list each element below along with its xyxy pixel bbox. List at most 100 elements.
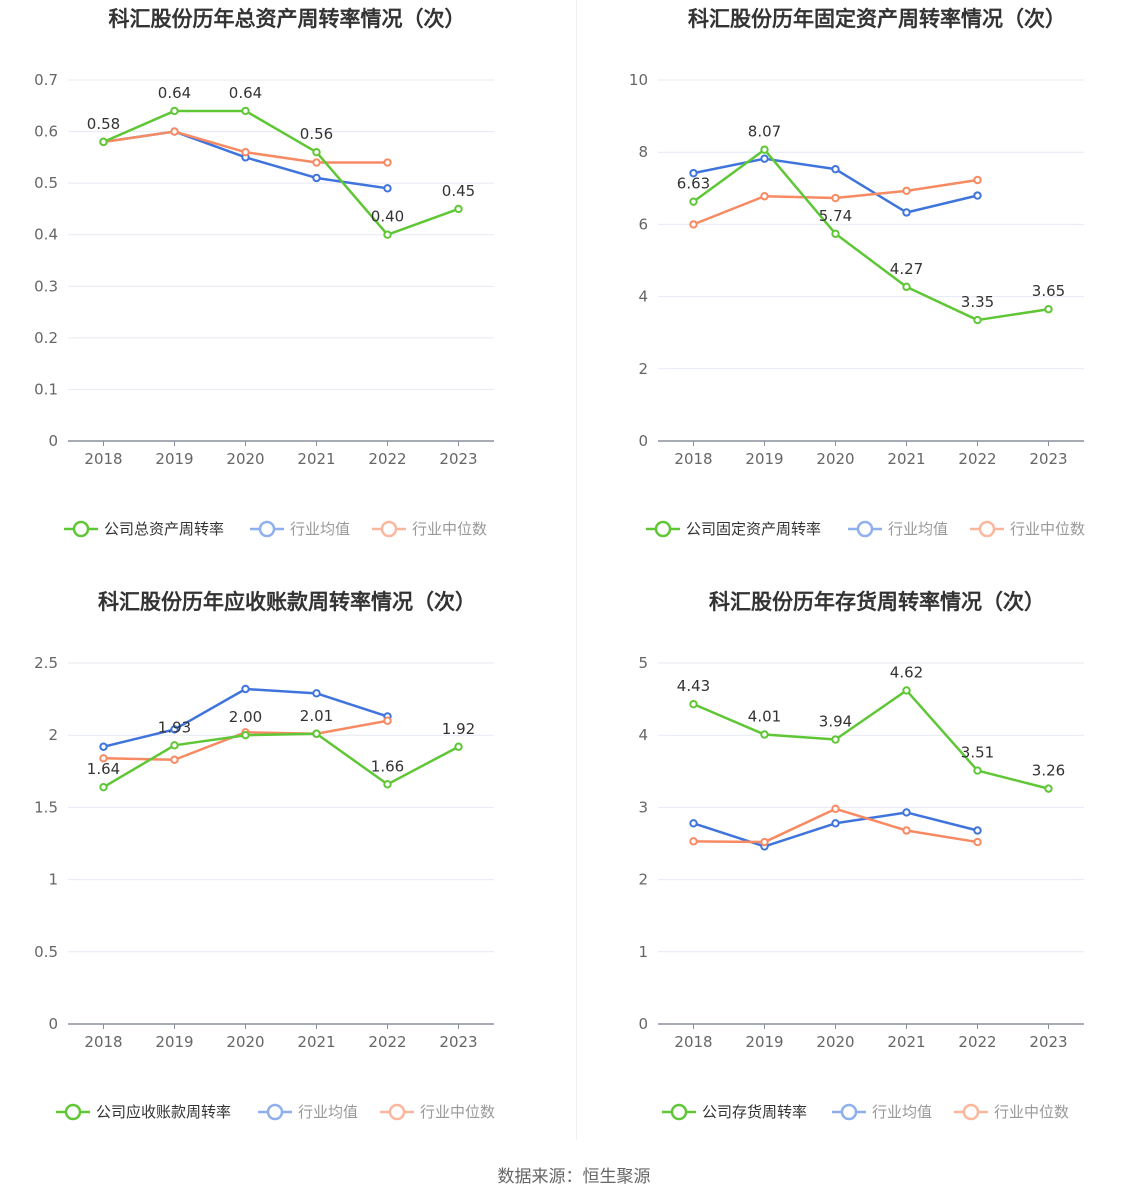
data-label: 3.51 <box>961 744 994 762</box>
chart-panel-inventory-turnover: 科汇股份历年存货周转率情况（次） 0 1 2 3 4 5 2018 2019 2020 2021 20… <box>590 583 1148 1166</box>
legend-marker <box>670 1103 688 1121</box>
data-point <box>760 154 769 163</box>
data-label: 4.43 <box>677 677 710 695</box>
data-point <box>831 819 840 828</box>
x-tick-label: 2018 <box>674 1033 712 1051</box>
data-point <box>383 780 392 789</box>
data-label: 0.58 <box>87 115 120 133</box>
chart-panel-receivables-turnover: 科汇股份历年应收账款周转率情况（次） 0 0.5 1 1.5 2 2.5 2018 2019 20… <box>0 583 574 1166</box>
data-point <box>99 137 108 147</box>
panel-divider <box>576 0 577 1140</box>
data-point <box>383 158 392 167</box>
x-tick-label: 2021 <box>297 1033 335 1051</box>
data-label: 5.74 <box>819 207 852 225</box>
x-tick-label: 2023 <box>439 450 477 468</box>
data-point <box>760 192 769 201</box>
y-tick-label: 0.1 <box>34 380 58 398</box>
series-line <box>102 732 460 789</box>
legend-marker <box>64 1103 82 1121</box>
data-point <box>99 742 108 751</box>
data-label: 2.00 <box>229 708 262 726</box>
y-tick-label: 0.5 <box>34 943 58 961</box>
chart-title: 科汇股份历年存货周转率情况（次） <box>709 590 1045 614</box>
data-point <box>689 699 698 709</box>
data-point <box>383 184 392 193</box>
legend-marker <box>258 520 276 538</box>
x-tick-label: 2019 <box>155 1033 193 1051</box>
x-tick-label: 2022 <box>368 1033 406 1051</box>
data-point <box>241 684 250 694</box>
data-label: 3.26 <box>1032 762 1065 780</box>
legend-label: 行业中位数 <box>420 1103 495 1121</box>
data-point <box>689 168 698 178</box>
data-point <box>241 731 250 740</box>
y-tick-label: 0.2 <box>34 329 58 347</box>
data-point <box>312 158 321 167</box>
x-tick-label: 2023 <box>439 1033 477 1051</box>
data-label: 0.45 <box>442 182 475 200</box>
legend-label: 行业均值 <box>872 1103 932 1121</box>
series-line <box>692 148 1049 322</box>
x-tick-label: 2022 <box>958 450 996 468</box>
y-tick-label: 0 <box>48 432 58 450</box>
data-label: 4.27 <box>890 260 923 278</box>
x-tick-label: 2022 <box>958 1033 996 1051</box>
y-tick-label: 0 <box>48 1015 58 1033</box>
legend-label: 行业中位数 <box>412 520 487 538</box>
data-point <box>902 686 911 695</box>
data-point <box>902 282 911 292</box>
legend-marker <box>840 1103 858 1121</box>
legend-label: 行业中位数 <box>994 1103 1069 1121</box>
legend-label: 公司固定资产周转率 <box>686 520 821 538</box>
y-tick-label: 1.5 <box>34 798 58 816</box>
y-tick-label: 3 <box>638 798 648 816</box>
legend-label: 公司总资产周转率 <box>104 520 224 538</box>
chart-title: 科汇股份历年应收账款周转率情况（次） <box>98 590 476 614</box>
chart-fixed-asset-turnover: 科汇股份历年固定资产周转率情况（次） 0 2 4 6 8 10 2018 2019 2020 202… <box>629 7 1085 538</box>
y-tick-label: 2.5 <box>34 654 58 672</box>
data-label: 1.93 <box>158 718 191 736</box>
data-point <box>902 826 911 835</box>
data-point <box>831 164 840 174</box>
y-tick-label: 0.4 <box>34 226 58 244</box>
y-tick-label: 0 <box>638 432 648 450</box>
chart-total-asset-turnover: 科汇股份历年总资产周转率情况（次） 0 0.1 0.2 0.3 0.4 0.5 0.6 0.7 2… <box>34 7 494 538</box>
y-tick-label: 2 <box>48 726 58 744</box>
data-label: 3.65 <box>1032 282 1065 300</box>
x-tick-label: 2019 <box>745 450 783 468</box>
data-point <box>689 220 698 229</box>
y-tick-label: 1 <box>638 943 648 961</box>
x-tick-label: 2020 <box>816 1033 854 1051</box>
legend-marker <box>388 1103 406 1121</box>
legend-label: 行业中位数 <box>1010 520 1085 538</box>
chart-panel-total-asset-turnover: 科汇股份历年总资产周转率情况（次） 0 0.1 0.2 0.3 0.4 0.5 0.6 0.7 2… <box>0 0 574 583</box>
data-point <box>99 754 108 763</box>
legend-marker <box>856 520 874 538</box>
data-label: 4.01 <box>748 707 781 725</box>
x-tick-label: 2019 <box>745 1033 783 1051</box>
legend-label: 行业均值 <box>298 1103 358 1121</box>
x-tick-label: 2022 <box>368 450 406 468</box>
legend-label: 公司应收账款周转率 <box>96 1103 231 1121</box>
data-point <box>241 148 250 157</box>
data-point <box>170 106 179 116</box>
data-point <box>454 742 463 751</box>
data-point <box>902 208 911 217</box>
data-point <box>902 808 911 817</box>
data-point <box>689 837 698 846</box>
data-point <box>241 106 250 116</box>
y-tick-label: 2 <box>638 360 648 378</box>
y-tick-label: 8 <box>638 143 648 161</box>
chart-title: 科汇股份历年总资产周转率情况（次） <box>109 7 466 31</box>
x-tick-label: 2020 <box>226 1033 264 1051</box>
data-label: 0.64 <box>229 84 262 102</box>
data-label: 1.64 <box>87 760 120 778</box>
data-point <box>312 173 321 183</box>
data-point <box>831 229 840 238</box>
x-tick-label: 2023 <box>1029 1033 1067 1051</box>
data-label: 0.56 <box>300 125 333 143</box>
x-tick-label: 2021 <box>887 1033 925 1051</box>
y-tick-label: 1 <box>48 871 58 889</box>
data-point <box>383 716 392 725</box>
y-tick-label: 4 <box>638 726 648 744</box>
